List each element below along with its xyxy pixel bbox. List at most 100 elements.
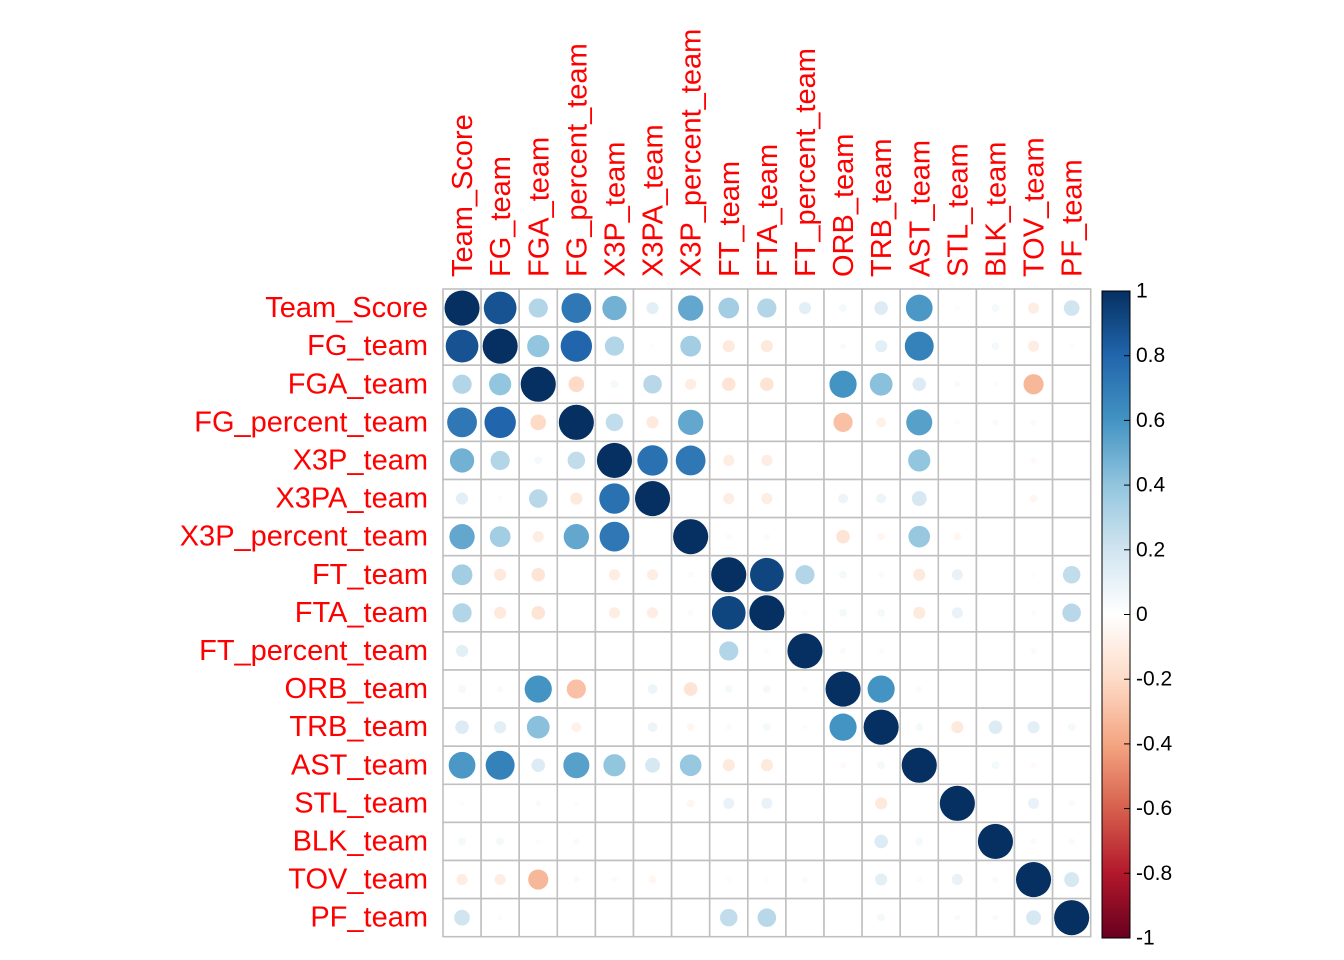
color-legend-ticks: 1 0.8 0.6 0.4 0.2 0 -0.2 -0.4 -0.6 -0.8 -1 xyxy=(1124,280,1173,950)
matrix-cell xyxy=(785,326,825,367)
correlation-circle xyxy=(646,416,659,429)
correlation-circle xyxy=(608,607,620,619)
correlation-circle xyxy=(608,569,620,581)
row-label: FTA_team xyxy=(295,597,428,629)
correlation-circle xyxy=(761,493,773,505)
correlation-circle xyxy=(1068,800,1075,807)
row-label: Team_Score xyxy=(265,292,428,324)
correlation-circle xyxy=(757,908,777,927)
correlation-circle xyxy=(1016,862,1052,898)
correlation-circle xyxy=(1029,494,1038,503)
correlation-circle xyxy=(566,679,586,699)
correlation-circle xyxy=(839,608,847,617)
correlation-circle xyxy=(801,686,808,693)
correlation-circle xyxy=(528,298,548,318)
matrix-cell xyxy=(785,402,825,443)
correlation-circle xyxy=(650,343,656,349)
correlation-circle xyxy=(825,671,861,707)
correlation-circle xyxy=(725,724,732,731)
correlation-circle xyxy=(1062,565,1081,584)
column-label: FG_team xyxy=(485,156,517,277)
correlation-circle xyxy=(724,685,733,693)
correlation-circle xyxy=(726,877,732,883)
matrix-cell xyxy=(823,440,863,481)
correlation-circle xyxy=(876,417,887,428)
correlation-circle xyxy=(875,797,888,810)
correlation-circle xyxy=(1026,910,1042,926)
correlation-circle xyxy=(647,684,658,695)
correlation-circle xyxy=(877,761,886,770)
correlation-circle xyxy=(573,800,579,806)
matrix-cell xyxy=(1051,631,1092,671)
correlation-circle xyxy=(444,290,480,326)
correlation-circle xyxy=(906,409,933,436)
correlation-circle xyxy=(916,876,923,883)
correlation-circle xyxy=(874,301,888,315)
correlation-circle xyxy=(725,533,732,540)
matrix-cell xyxy=(632,516,673,557)
correlation-circle xyxy=(839,570,847,579)
column-label: STL_team xyxy=(942,143,974,277)
correlation-circle xyxy=(455,720,469,734)
correlation-circle xyxy=(558,404,594,440)
correlation-circle xyxy=(829,713,857,741)
matrix-cell xyxy=(556,554,597,595)
column-label: FT_team xyxy=(714,161,746,277)
correlation-circle xyxy=(563,523,590,550)
correlation-circle xyxy=(840,343,847,350)
row-label: TRB_team xyxy=(289,711,428,743)
correlation-circle xyxy=(647,607,659,619)
correlation-circle xyxy=(677,295,704,321)
matrix-cell xyxy=(785,783,825,824)
correlation-circles xyxy=(444,290,1090,936)
correlation-circle xyxy=(647,569,659,581)
matrix-cell xyxy=(670,821,711,862)
matrix-cell xyxy=(899,783,940,824)
matrix-cell xyxy=(975,783,1016,824)
correlation-circle xyxy=(1062,603,1081,623)
row-label: FGA_team xyxy=(288,368,428,400)
color-legend-tick-label: -1 xyxy=(1136,927,1155,950)
correlation-circle xyxy=(992,381,998,387)
matrix-cell xyxy=(937,669,978,709)
correlation-circle xyxy=(1030,647,1037,654)
correlation-circle xyxy=(719,908,738,927)
correlation-circle xyxy=(1027,721,1040,734)
correlation-circle xyxy=(643,374,662,394)
correlation-circle xyxy=(685,378,697,390)
correlation-circle xyxy=(867,675,895,703)
correlation-circle xyxy=(531,758,546,773)
matrix-cell xyxy=(823,859,863,900)
correlation-circle xyxy=(1031,610,1037,616)
correlation-circle xyxy=(908,525,931,548)
correlation-circle xyxy=(1064,872,1080,887)
matrix-cell xyxy=(556,897,597,938)
row-label: ORB_team xyxy=(285,673,428,705)
correlation-circle xyxy=(798,301,812,315)
correlation-circle xyxy=(680,335,702,357)
correlation-circle xyxy=(494,568,507,581)
correlation-circle xyxy=(840,647,847,654)
correlation-circle xyxy=(954,305,960,311)
correlation-circle xyxy=(445,329,479,363)
matrix-cell xyxy=(670,631,711,671)
correlation-circle xyxy=(447,407,477,438)
correlation-circle xyxy=(455,644,469,658)
correlation-circle xyxy=(448,751,476,779)
matrix-cell xyxy=(975,592,1016,633)
correlation-circle xyxy=(878,648,884,654)
matrix-cell xyxy=(670,859,711,900)
correlation-circle xyxy=(939,785,975,821)
matrix-cell xyxy=(1051,440,1092,481)
matrix-cell xyxy=(632,783,673,824)
correlation-circle xyxy=(954,381,961,388)
correlation-circle xyxy=(992,419,999,426)
row-label: FT_team xyxy=(312,559,428,591)
correlation-circle xyxy=(762,723,771,732)
correlation-circle xyxy=(451,564,473,586)
matrix-cell xyxy=(975,440,1016,481)
correlation-circle xyxy=(599,521,630,552)
correlation-circle xyxy=(905,294,933,322)
matrix-cell xyxy=(823,821,863,862)
